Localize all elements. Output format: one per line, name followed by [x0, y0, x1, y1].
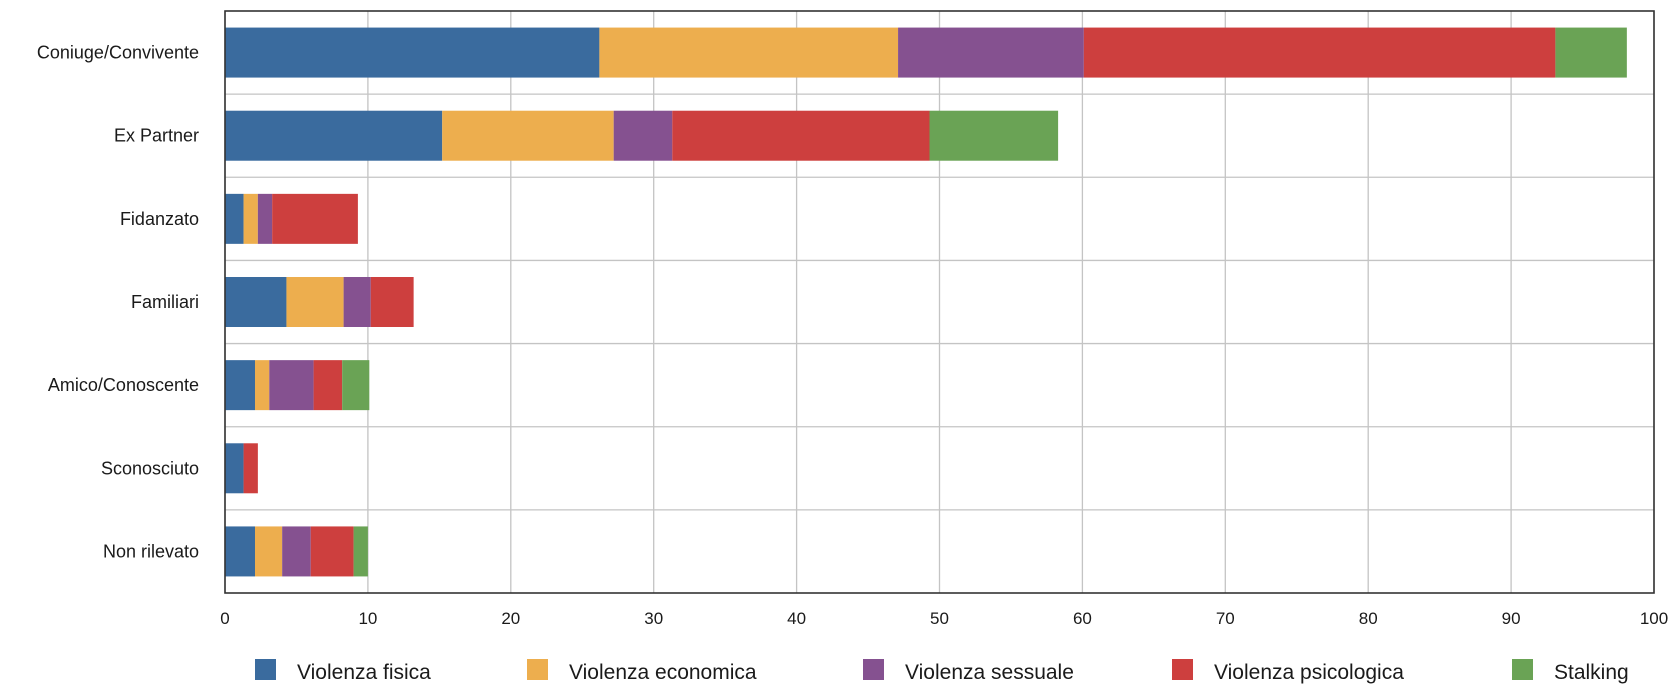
bar-segment — [257, 193, 273, 244]
x-tick-label: 60 — [1073, 609, 1092, 628]
bar-segment — [1083, 27, 1556, 78]
x-tick-label: 30 — [644, 609, 663, 628]
x-tick-label: 100 — [1640, 609, 1668, 628]
bar-segment — [1555, 27, 1627, 78]
bar-segment — [272, 193, 358, 244]
bar-segment — [442, 110, 614, 161]
bar-segment — [225, 193, 244, 244]
bar-segment — [225, 27, 600, 78]
category-label: Non rilevato — [103, 541, 199, 561]
bar-segment — [255, 526, 283, 577]
bar-segment — [243, 443, 258, 494]
legend-swatch — [863, 659, 884, 680]
bar-segment — [599, 27, 899, 78]
bar-segment — [225, 443, 244, 494]
bar-segment — [898, 27, 1084, 78]
plot-frame — [224, 10, 1655, 594]
bar-segment — [370, 277, 414, 327]
legend-swatch — [1512, 659, 1533, 680]
x-tick-label: 50 — [930, 609, 949, 628]
legend-swatch — [255, 659, 276, 680]
x-tick-label: 10 — [358, 609, 377, 628]
x-tick-labels: 0 10 20 30 40 50 60 70 80 90 100 — [220, 609, 1668, 628]
bar-segment — [225, 526, 256, 577]
category-label: Fidanzato — [120, 209, 199, 229]
legend-swatch — [527, 659, 548, 680]
x-tick-label: 90 — [1502, 609, 1521, 628]
bar-segment — [672, 110, 930, 161]
legend-label: Violenza sessuale — [905, 661, 1074, 684]
bar-segment — [342, 360, 370, 411]
category-label: Amico/Conoscente — [48, 375, 199, 395]
bar-segment — [269, 360, 314, 411]
bar-segment — [353, 526, 368, 577]
bar-segment — [310, 526, 354, 577]
bar-segment — [343, 277, 371, 327]
category-label: Coniuge/Convivente — [37, 43, 199, 63]
category-label: Ex Partner — [114, 126, 199, 146]
bar-segment — [255, 360, 270, 411]
bar-segment — [282, 526, 311, 577]
legend: Violenza fisica Violenza economica Violenz… — [255, 659, 1629, 684]
bar-segment — [225, 110, 443, 161]
category-label: Sconosciuto — [101, 458, 199, 478]
bar-segment — [286, 277, 344, 327]
legend-label: Violenza economica — [569, 661, 757, 684]
bar-segment — [243, 193, 258, 244]
legend-label: Stalking — [1554, 661, 1629, 684]
legend-label: Violenza psicologica — [1214, 661, 1404, 684]
x-tick-label: 70 — [1216, 609, 1235, 628]
bars — [225, 27, 1627, 577]
category-label: Familiari — [131, 292, 199, 312]
legend-swatch — [1172, 659, 1193, 680]
legend-label: Violenza fisica — [297, 661, 431, 684]
grid-lines — [224, 11, 1655, 593]
category-labels: Coniuge/Convivente Ex Partner Fidanzato Fam… — [37, 43, 199, 562]
bar-segment — [225, 360, 256, 411]
x-tick-label: 40 — [787, 609, 806, 628]
x-tick-label: 0 — [220, 609, 229, 628]
bar-segment — [929, 110, 1059, 161]
x-tick-label: 20 — [501, 609, 520, 628]
x-tick-label: 80 — [1359, 609, 1378, 628]
bar-segment — [613, 110, 673, 161]
bar-segment — [225, 277, 287, 327]
bar-segment — [313, 360, 343, 411]
